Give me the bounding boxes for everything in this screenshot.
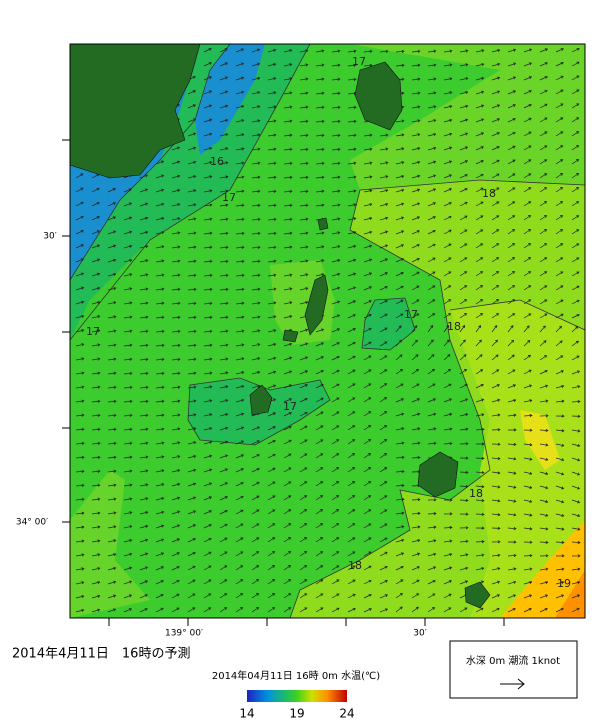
contour-label: 17 [352,55,366,68]
contour-label: 19 [557,577,571,590]
caption: 2014年4月11日 16時の予測 [12,647,190,662]
colorbar [247,690,347,702]
colorbar-tick-label: 19 [289,707,304,721]
contour-label: 17 [86,325,100,338]
contour-label: 18 [469,487,483,500]
zone-21 [555,570,585,618]
colorbar-tick-label: 24 [339,707,354,721]
contour-labels: 16 17 17 17 17 17 18 18 18 18 19 [86,55,571,590]
contour-label: 16 [210,155,224,168]
legend-box [449,640,578,699]
map-area: 16 17 17 17 17 17 18 18 18 18 19 [70,44,585,618]
lat-label: 30′ [43,232,57,242]
zone-20 [500,520,585,618]
zone-blue-patch [195,44,265,155]
land [70,44,491,609]
lon-label: 139° 00′ [165,629,203,639]
graticule-ticks [62,139,505,626]
colorbar-ticks: 14 19 24 [239,707,354,721]
subtitle: 2014年04月11日 16時 0m 水温(℃) [212,669,380,682]
contour-label: 17 [222,191,236,204]
zone-18-5 [450,300,585,618]
contour-label: 17 [283,400,297,413]
colorbar-tick-label: 14 [239,707,254,721]
legend-arrow [500,678,525,690]
map-frame [69,43,586,619]
legend-text: 水深 0m 潮流 1knot [466,654,560,667]
contour-label: 18 [348,559,362,572]
zone-19-patch [520,410,560,470]
contour-label: 17 [404,308,418,321]
lat-label: 34° 00′ [16,518,48,528]
contour-label: 18 [482,187,496,200]
lon-label: 30′ [413,629,427,639]
contour-label: 18 [447,320,461,333]
zone-17-5 [350,44,585,190]
zone-cool-patch2 [362,298,415,350]
